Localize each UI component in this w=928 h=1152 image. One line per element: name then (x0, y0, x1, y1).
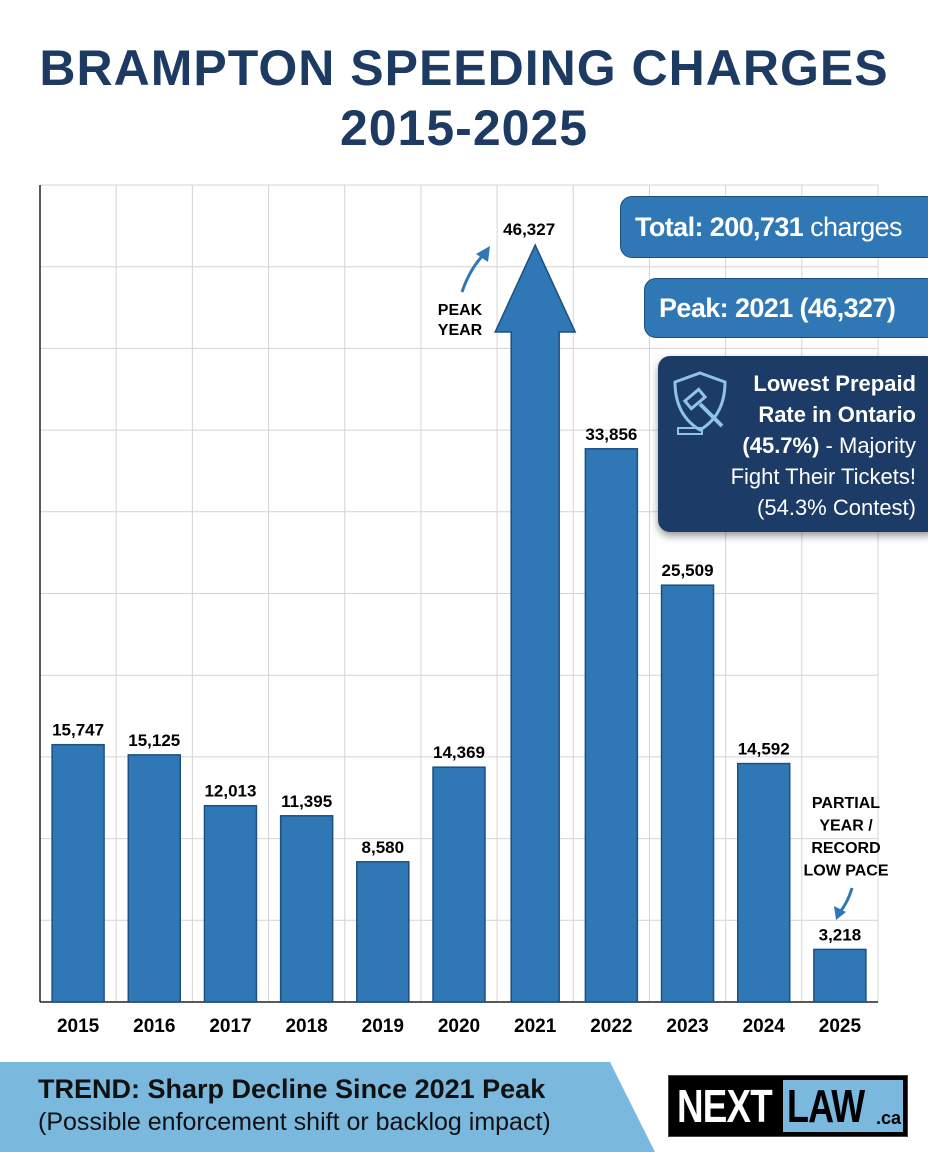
bar-2021-peak-arrow (494, 243, 577, 1003)
total-box: Total: 200,731 charges (620, 196, 928, 258)
x-tick-label: 2015 (57, 1016, 100, 1037)
bar-2024 (736, 762, 791, 1003)
x-tick-label: 2016 (133, 1016, 175, 1037)
peak-box: Peak: 2021 (46,327) (644, 278, 928, 338)
x-tick-label: 2023 (666, 1016, 708, 1037)
peak-arrowhead-icon (476, 246, 490, 262)
data-label: 8,580 (362, 838, 405, 857)
bar-2025 (813, 948, 867, 1003)
peak-note-line: YEAR (438, 322, 483, 339)
partial-year-note: RECORD (811, 840, 880, 857)
x-tick-label: 2018 (285, 1016, 327, 1037)
data-label: 15,747 (52, 721, 104, 740)
data-label: 33,856 (585, 425, 637, 444)
x-tick-label: 2017 (209, 1016, 251, 1037)
x-tick-label: 2022 (590, 1016, 632, 1037)
bar-2016 (127, 754, 182, 1003)
data-label: 11,395 (281, 792, 332, 811)
shield-gavel-icon (673, 371, 727, 435)
trend-banner: TREND: Sharp Decline Since 2021 Peak (Po… (0, 1062, 655, 1152)
x-tick-label: 2021 (514, 1016, 557, 1037)
bar-2022 (584, 448, 639, 1003)
nextlaw-logo: NEXT LAW .ca (668, 1075, 908, 1137)
x-tick-label: 2020 (438, 1016, 480, 1037)
partial-arrow-icon (838, 887, 854, 913)
prepaid-box: Lowest Prepaid Rate in Ontario (45.7%) -… (658, 356, 928, 532)
data-label: 14,369 (433, 743, 485, 762)
data-label: 14,592 (738, 740, 790, 759)
data-label: 15,125 (128, 731, 180, 750)
partial-arrowhead-icon (834, 906, 846, 920)
bar-2020 (432, 766, 486, 1003)
chart-title: BRAMPTON SPEEDING CHARGES 2015-2025 (39, 40, 889, 156)
peak-note-line: PEAK (438, 302, 483, 319)
bar-2023 (660, 584, 715, 1003)
bar-2015 (51, 743, 105, 1003)
bar-2019 (356, 861, 410, 1003)
partial-year-note: PARTIAL (812, 795, 880, 812)
x-tick-label: 2019 (362, 1016, 404, 1037)
data-label: 46,327 (503, 220, 555, 239)
bar-2017 (203, 804, 258, 1003)
x-tick-label: 2025 (819, 1016, 862, 1037)
data-label: 25,509 (662, 561, 714, 580)
bar-2018 (279, 815, 334, 1003)
partial-year-note: LOW PACE (803, 863, 888, 880)
x-tick-label: 2024 (743, 1016, 786, 1037)
data-label: 12,013 (204, 782, 256, 801)
data-label: 3,218 (819, 925, 862, 944)
partial-year-note: YEAR / (819, 818, 873, 835)
